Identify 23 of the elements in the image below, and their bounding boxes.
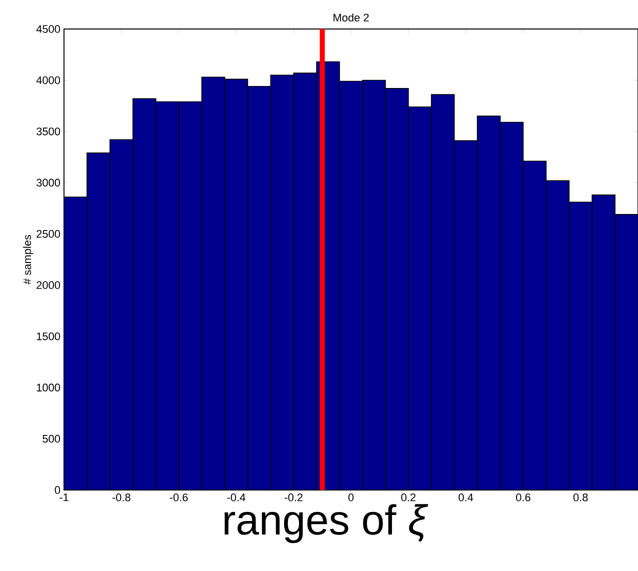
x-tick-label: -0.8 xyxy=(112,494,130,502)
y-tick-label: 2500 xyxy=(36,230,60,238)
y-tick-label: 1500 xyxy=(36,332,60,340)
x-tick-label: 0.8 xyxy=(573,494,588,502)
y-tick-label: 0 xyxy=(54,486,60,494)
x-tick-label: -0.6 xyxy=(170,494,188,502)
x-axis-title: ranges of ξ xyxy=(224,504,428,544)
y-tick-label: 500 xyxy=(42,434,60,443)
y-tick-label: 4000 xyxy=(36,76,60,84)
y-tick-label: 2000 xyxy=(36,281,60,289)
x-tick-label: 0 xyxy=(348,494,354,502)
y-tick-label: 1000 xyxy=(36,384,60,392)
y-axis-title: # samples xyxy=(23,234,34,284)
x-tick-label: 0.2 xyxy=(401,494,416,502)
chart-title: Mode 2 xyxy=(334,13,369,22)
x-tick-label: -1 xyxy=(60,494,68,502)
x-tick-label: -0.4 xyxy=(227,494,246,502)
x-tick-label: -0.2 xyxy=(284,494,302,502)
y-tick-label: 3000 xyxy=(36,178,60,187)
y-tick-label: 3500 xyxy=(36,128,60,136)
x-tick-label: 0.4 xyxy=(458,494,474,502)
y-tick-label: 4500 xyxy=(36,25,60,33)
x-tick-label: 0.6 xyxy=(516,494,530,502)
